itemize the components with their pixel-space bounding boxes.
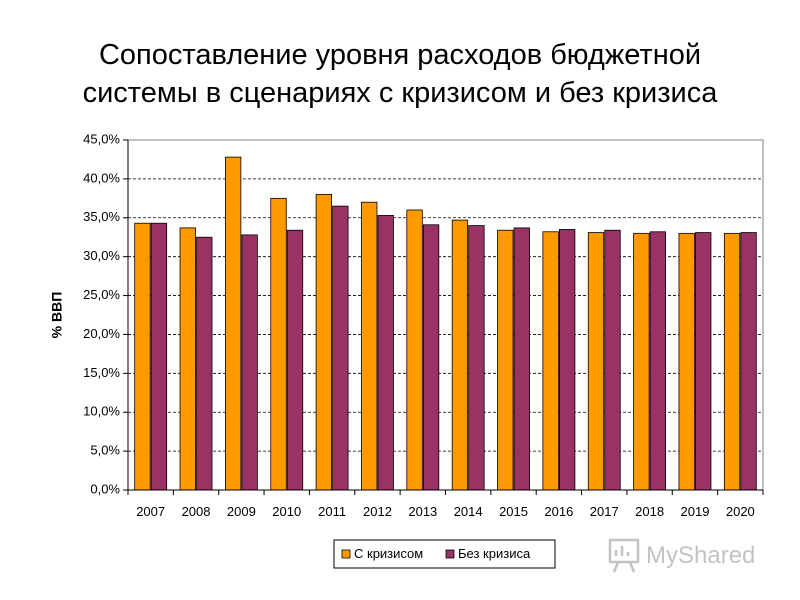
x-tick-label: 2008 <box>182 504 211 519</box>
legend-label-no-crisis: Без кризиса <box>458 546 531 561</box>
x-tick-label: 2019 <box>681 504 710 519</box>
legend: С кризисом Без кризиса <box>333 539 556 569</box>
bar-crisis-2016 <box>542 231 559 491</box>
bar-crisis-2019 <box>678 232 695 491</box>
bars <box>134 156 757 491</box>
bar-no-crisis-2009 <box>241 234 258 491</box>
bar-crisis-2008 <box>179 227 196 491</box>
y-tick-label: 20,0% <box>83 326 120 341</box>
x-tick-label: 2017 <box>590 504 619 519</box>
y-tick-label: 45,0% <box>83 131 120 146</box>
bar-crisis-2007 <box>134 222 151 491</box>
x-tick-label: 2009 <box>227 504 256 519</box>
y-tick-label: 25,0% <box>83 287 120 302</box>
legend-swatch-crisis <box>341 549 351 559</box>
x-tick-label: 2015 <box>499 504 528 519</box>
x-tick-label: 2007 <box>136 504 165 519</box>
bar-crisis-2018 <box>633 232 650 491</box>
bar-crisis-2012 <box>361 201 378 491</box>
y-tick-label: 35,0% <box>83 209 120 224</box>
x-tick-label: 2013 <box>408 504 437 519</box>
bar-no-crisis-2012 <box>377 215 394 491</box>
bar-no-crisis-2014 <box>468 225 485 491</box>
axes <box>123 139 764 495</box>
bar-crisis-2013 <box>406 209 423 491</box>
y-tick-labels: 0,0% 5,0% 10,0% 15,0% 20,0% 25,0% 30,0% 35,0% 40… <box>83 131 120 496</box>
bar-no-crisis-2011 <box>332 205 349 491</box>
y-tick-label: 40,0% <box>83 170 120 185</box>
watermark-text: MyShared <box>646 542 755 569</box>
legend-label-crisis: С кризисом <box>354 546 423 561</box>
bar-crisis-2010 <box>270 197 287 491</box>
x-tick-label: 2016 <box>544 504 573 519</box>
legend-swatch-no-crisis <box>445 549 455 559</box>
bar-no-crisis-2007 <box>150 222 168 491</box>
bar-no-crisis-2008 <box>196 236 213 491</box>
bar-no-crisis-2017 <box>604 229 621 491</box>
bar-no-crisis-2020 <box>740 232 757 491</box>
bar-no-crisis-2016 <box>558 229 576 491</box>
bar-crisis-2017 <box>587 232 605 491</box>
x-tick-labels: 2007 2008 2009 2010 2011 2012 2013 2014 2015 2016… <box>136 504 755 519</box>
bar-no-crisis-2010 <box>286 229 304 491</box>
chart-title: Сопоставление уровня расходов бюджетной … <box>0 36 800 112</box>
y-tick-label: 5,0% <box>90 443 120 458</box>
presentation-icon <box>608 538 640 573</box>
x-tick-label: 2010 <box>272 504 301 519</box>
legend-box <box>333 539 556 569</box>
bar-no-crisis-2015 <box>513 227 530 491</box>
chart-title-line-1: Сопоставление уровня расходов бюджетной <box>98 39 702 71</box>
bar-no-crisis-2018 <box>649 231 667 491</box>
bar-no-crisis-2013 <box>422 224 440 491</box>
bar-crisis-2009 <box>224 156 242 491</box>
y-tick-label: 10,0% <box>83 404 120 419</box>
x-tick-label: 2011 <box>318 504 346 519</box>
bar-no-crisis-2019 <box>695 232 712 491</box>
y-tick-label: 15,0% <box>83 365 120 380</box>
x-tick-label: 2020 <box>726 504 755 519</box>
bar-crisis-2020 <box>723 232 741 491</box>
y-tick-label: 30,0% <box>83 248 120 263</box>
y-tick-label: 0,0% <box>90 481 120 496</box>
plot-area <box>127 139 764 491</box>
bar-crisis-2011 <box>315 194 333 491</box>
x-tick-label: 2012 <box>363 504 392 519</box>
bar-crisis-2014 <box>451 219 469 491</box>
x-tick-label: 2018 <box>635 504 664 519</box>
x-tick-label: 2014 <box>454 504 483 519</box>
chart-title-line-2: системы в сценариях с кризисом и без кри… <box>82 77 718 109</box>
watermark: MyShared <box>608 538 755 573</box>
y-axis-label: % ВВП <box>49 292 65 339</box>
bar-crisis-2015 <box>497 229 514 491</box>
